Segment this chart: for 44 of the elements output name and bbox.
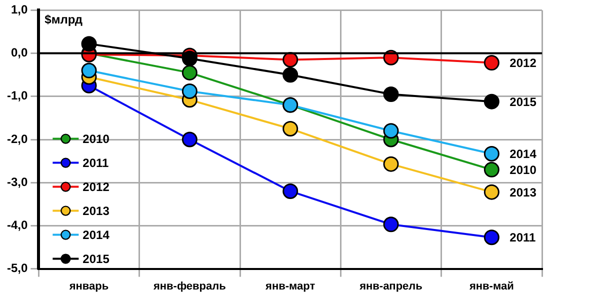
text: 2011 — [510, 230, 536, 245]
y-tick-label: -1,0 — [6, 88, 28, 103]
text: 2013 — [510, 185, 536, 200]
point — [484, 162, 500, 178]
point — [383, 123, 399, 139]
point — [81, 36, 97, 52]
legend-label: 2010 — [82, 132, 110, 146]
x-tick-label: янв-май — [469, 280, 514, 292]
y-tick-label: -5,0 — [6, 261, 28, 276]
point — [383, 156, 399, 172]
point — [484, 230, 500, 246]
point — [484, 184, 500, 200]
text: 2014 — [510, 147, 536, 162]
y-tick-label: -3,0 — [6, 174, 28, 189]
point — [383, 86, 399, 102]
point — [182, 64, 198, 80]
point — [282, 120, 298, 136]
point — [282, 67, 298, 83]
text: 2012 — [510, 56, 536, 70]
y-tick-label: -4,0 — [6, 218, 28, 232]
point — [484, 94, 500, 110]
y-tick-label: 1,0 — [10, 2, 28, 17]
point — [182, 83, 198, 99]
legend-label: 2014 — [82, 228, 110, 242]
point — [182, 132, 198, 148]
point — [484, 55, 500, 71]
point — [282, 52, 298, 68]
y-tick-label: -2,0 — [6, 132, 28, 146]
legend-label: 2013 — [82, 204, 110, 218]
point — [383, 216, 399, 232]
legend-label: 2011 — [82, 156, 110, 170]
legend-label: 2012 — [82, 180, 110, 194]
text: 2010 — [510, 162, 536, 177]
point — [282, 183, 298, 199]
x-tick-label: январь — [69, 280, 109, 292]
point — [484, 146, 500, 162]
point — [81, 62, 97, 78]
y-axis-title: $млрд — [44, 12, 83, 27]
legend-label: 2015 — [82, 252, 110, 266]
x-tick-label: янв-март — [266, 280, 316, 292]
text: 2015 — [510, 94, 536, 109]
x-tick-label: янв-апрель — [360, 280, 423, 292]
y-tick-label: 0,0 — [10, 46, 28, 60]
x-tick-label: янв-февраль — [153, 280, 226, 292]
